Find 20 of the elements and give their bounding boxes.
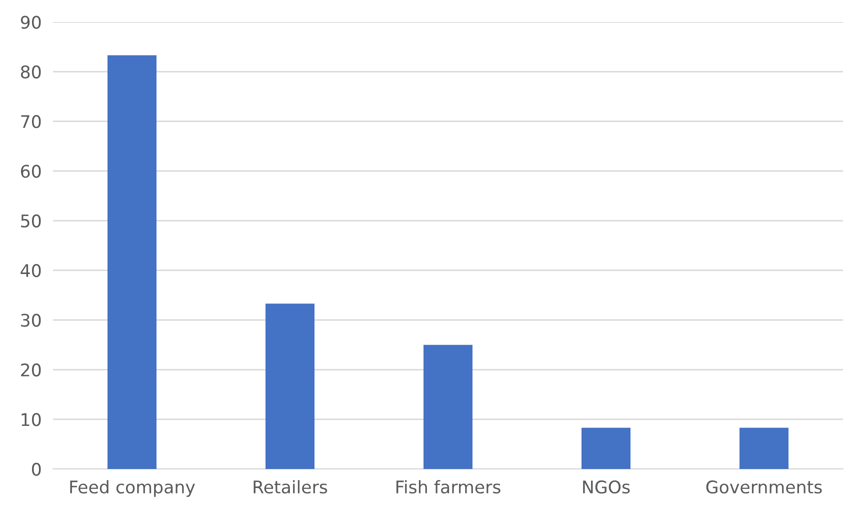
- y-tick-label: 10: [22, 413, 41, 426]
- y-tick-label: 80: [20, 65, 41, 79]
- bar: [582, 428, 630, 469]
- x-tick-label: Feed company: [70, 480, 195, 497]
- bar: [266, 304, 314, 469]
- y-tick-label: 90: [20, 16, 41, 29]
- x-tick-label: Fish farmers: [396, 480, 500, 494]
- bar: [108, 55, 156, 469]
- y-tick-label: 60: [21, 164, 41, 178]
- y-tick-label: 40: [20, 264, 41, 278]
- y-tick-label: 20: [21, 363, 41, 377]
- y-tick-label: 70: [21, 115, 41, 128]
- x-tick-label: Retailers: [254, 480, 328, 494]
- y-tick-label: 0: [32, 462, 41, 476]
- y-tick-label: 50: [21, 214, 41, 228]
- y-tick-label: 30: [21, 314, 41, 327]
- x-tick-label: NGOs: [583, 480, 630, 494]
- x-tick-label: Governments: [706, 480, 822, 494]
- bar: [424, 344, 472, 469]
- bar: [740, 428, 788, 469]
